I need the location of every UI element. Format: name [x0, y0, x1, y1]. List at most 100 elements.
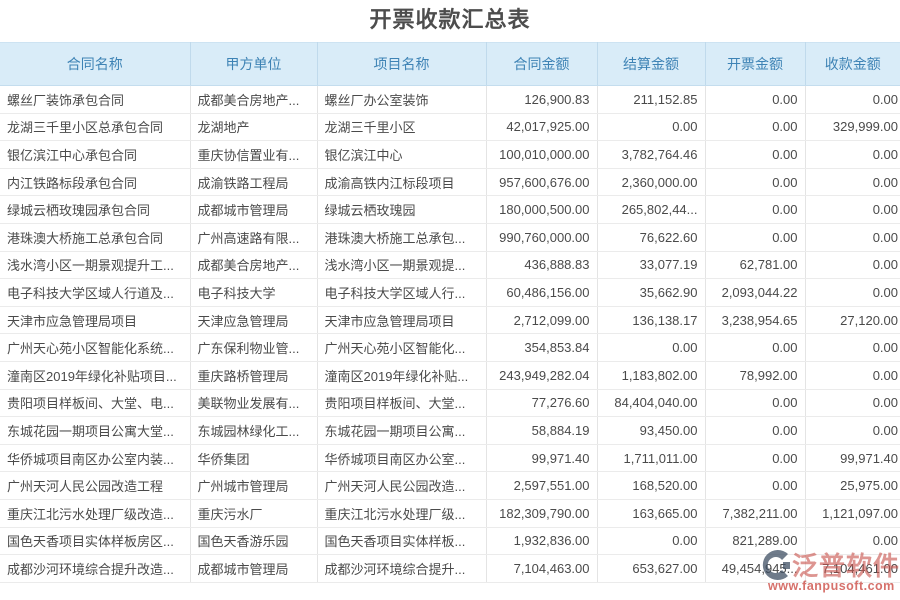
- cell-party-a-unit: 重庆污水厂: [189, 499, 318, 528]
- cell-project-name: 成渝高铁内江标段项目: [316, 168, 487, 197]
- cell-contract-name: 重庆江北污水处理厂级改造...: [0, 499, 191, 528]
- column-header-receipt-amount: 收款金额: [804, 42, 900, 86]
- table-row: 天津市应急管理局项目 天津应急管理局 天津市应急管理局项目 2,712,099.00 1…: [0, 306, 900, 335]
- table-row: 螺丝厂装饰承包合同 成都美合房地产... 螺丝厂办公室装饰 126,900.83 211…: [0, 85, 900, 114]
- column-header-contract-amount: 合同金额: [485, 42, 598, 86]
- cell-project-name: 港珠澳大桥施工总承包...: [316, 223, 487, 252]
- cell-receipt-amount: 329,999.00: [804, 113, 900, 142]
- cell-contract-name: 潼南区2019年绿化补贴项目...: [0, 361, 191, 390]
- cell-invoice-amount: 0.00: [704, 471, 806, 500]
- cell-contract-name: 华侨城项目南区办公室内装...: [0, 444, 191, 473]
- cell-contract-amount: 354,853.84: [485, 333, 598, 362]
- cell-contract-amount: 182,309,790.00: [485, 499, 598, 528]
- cell-contract-name: 螺丝厂装饰承包合同: [0, 85, 191, 114]
- cell-party-a-unit: 天津应急管理局: [189, 306, 318, 335]
- table-row: 银亿滨江中心承包合同 重庆协信置业有... 银亿滨江中心 100,010,000.00…: [0, 140, 900, 169]
- cell-project-name: 浅水湾小区一期景观提...: [316, 251, 487, 280]
- cell-contract-name: 龙湖三千里小区总承包合同: [0, 113, 191, 142]
- column-header-party-a-unit: 甲方单位: [189, 42, 318, 86]
- table-row: 华侨城项目南区办公室内装... 华侨集团 华侨城项目南区办公室... 99,971.4…: [0, 444, 900, 473]
- table-row: 潼南区2019年绿化补贴项目... 重庆路桥管理局 潼南区2019年绿化补贴... 2…: [0, 361, 900, 390]
- cell-project-name: 广州天河人民公园改造...: [316, 471, 487, 500]
- cell-contract-name: 成都沙河环境综合提升改造...: [0, 554, 191, 583]
- cell-receipt-amount: 27,120.00: [804, 306, 900, 335]
- cell-receipt-amount: 0.00: [804, 278, 900, 307]
- table-row: 广州天心苑小区智能化系统... 广东保利物业管... 广州天心苑小区智能化... 35…: [0, 333, 900, 362]
- cell-party-a-unit: 重庆路桥管理局: [189, 361, 318, 390]
- page-title: 开票收款汇总表: [369, 7, 531, 32]
- cell-party-a-unit: 广州高速路有限...: [189, 223, 318, 252]
- cell-settlement-amount: 265,802,44...: [596, 195, 706, 224]
- cell-contract-amount: 60,486,156.00: [485, 278, 598, 307]
- cell-settlement-amount: 33,077.19: [596, 251, 706, 280]
- cell-contract-amount: 180,000,500.00: [485, 195, 598, 224]
- cell-receipt-amount: 99,971.40: [804, 444, 900, 473]
- cell-invoice-amount: 821,289.00: [704, 527, 806, 556]
- cell-party-a-unit: 成都城市管理局: [189, 554, 318, 583]
- cell-receipt-amount: 0.00: [804, 527, 900, 556]
- cell-contract-amount: 99,971.40: [485, 444, 598, 473]
- cell-project-name: 银亿滨江中心: [316, 140, 487, 169]
- cell-party-a-unit: 成渝铁路工程局: [189, 168, 318, 197]
- cell-project-name: 华侨城项目南区办公室...: [316, 444, 487, 473]
- cell-contract-amount: 77,276.60: [485, 389, 598, 418]
- cell-project-name: 潼南区2019年绿化补贴...: [316, 361, 487, 390]
- cell-receipt-amount: 0.00: [804, 361, 900, 390]
- cell-receipt-amount: 0.00: [804, 416, 900, 445]
- cell-invoice-amount: 0.00: [704, 333, 806, 362]
- table-row: 成都沙河环境综合提升改造... 成都城市管理局 成都沙河环境综合提升... 7,104…: [0, 554, 900, 583]
- cell-party-a-unit: 广州城市管理局: [189, 471, 318, 500]
- cell-settlement-amount: 0.00: [596, 333, 706, 362]
- cell-receipt-amount: 0.00: [804, 333, 900, 362]
- cell-contract-name: 天津市应急管理局项目: [0, 306, 191, 335]
- cell-contract-amount: 100,010,000.00: [485, 140, 598, 169]
- cell-party-a-unit: 广东保利物业管...: [189, 333, 318, 362]
- column-header-settlement-amount: 结算金额: [596, 42, 706, 86]
- table-body: 螺丝厂装饰承包合同 成都美合房地产... 螺丝厂办公室装饰 126,900.83 211…: [0, 85, 900, 583]
- table-row: 广州天河人民公园改造工程 广州城市管理局 广州天河人民公园改造... 2,597,55…: [0, 471, 900, 500]
- table-row: 重庆江北污水处理厂级改造... 重庆污水厂 重庆江北污水处理厂级... 182,309…: [0, 499, 900, 528]
- cell-contract-amount: 990,760,000.00: [485, 223, 598, 252]
- cell-settlement-amount: 653,627.00: [596, 554, 706, 583]
- cell-project-name: 贵阳项目样板间、大堂...: [316, 389, 487, 418]
- cell-invoice-amount: 78,992.00: [704, 361, 806, 390]
- cell-settlement-amount: 211,152.85: [596, 85, 706, 114]
- cell-party-a-unit: 国色天香游乐园: [189, 527, 318, 556]
- cell-party-a-unit: 华侨集团: [189, 444, 318, 473]
- table-row: 国色天香项目实体样板房区... 国色天香游乐园 国色天香项目实体样板... 1,932…: [0, 527, 900, 556]
- cell-contract-amount: 58,884.19: [485, 416, 598, 445]
- cell-contract-amount: 957,600,676.00: [485, 168, 598, 197]
- cell-invoice-amount: 0.00: [704, 85, 806, 114]
- cell-project-name: 天津市应急管理局项目: [316, 306, 487, 335]
- summary-table: 合同名称 甲方单位 项目名称 合同金额 结算金额 开票金额 收款金额 螺丝厂装饰…: [0, 42, 900, 583]
- cell-party-a-unit: 成都美合房地产...: [189, 251, 318, 280]
- cell-party-a-unit: 重庆协信置业有...: [189, 140, 318, 169]
- cell-contract-amount: 126,900.83: [485, 85, 598, 114]
- cell-invoice-amount: 0.00: [704, 113, 806, 142]
- cell-party-a-unit: 美联物业发展有...: [189, 389, 318, 418]
- cell-invoice-amount: 0.00: [704, 416, 806, 445]
- cell-invoice-amount: 3,238,954.65: [704, 306, 806, 335]
- cell-contract-name: 国色天香项目实体样板房区...: [0, 527, 191, 556]
- cell-invoice-amount: 0.00: [704, 195, 806, 224]
- cell-invoice-amount: 0.00: [704, 168, 806, 197]
- cell-contract-amount: 243,949,282.04: [485, 361, 598, 390]
- cell-party-a-unit: 成都美合房地产...: [189, 85, 318, 114]
- cell-settlement-amount: 35,662.90: [596, 278, 706, 307]
- cell-settlement-amount: 93,450.00: [596, 416, 706, 445]
- column-header-project-name: 项目名称: [316, 42, 487, 86]
- cell-project-name: 电子科技大学区域人行...: [316, 278, 487, 307]
- table-row: 港珠澳大桥施工总承包合同 广州高速路有限... 港珠澳大桥施工总承包... 990,7…: [0, 223, 900, 252]
- cell-settlement-amount: 168,520.00: [596, 471, 706, 500]
- cell-project-name: 龙湖三千里小区: [316, 113, 487, 142]
- cell-settlement-amount: 84,404,040.00: [596, 389, 706, 418]
- column-header-invoice-amount: 开票金额: [704, 42, 806, 86]
- cell-invoice-amount: 0.00: [704, 223, 806, 252]
- cell-contract-amount: 1,932,836.00: [485, 527, 598, 556]
- cell-settlement-amount: 1,711,011.00: [596, 444, 706, 473]
- cell-contract-name: 港珠澳大桥施工总承包合同: [0, 223, 191, 252]
- cell-contract-amount: 436,888.83: [485, 251, 598, 280]
- cell-settlement-amount: 163,665.00: [596, 499, 706, 528]
- cell-party-a-unit: 东城园林绿化工...: [189, 416, 318, 445]
- cell-receipt-amount: 0.00: [804, 168, 900, 197]
